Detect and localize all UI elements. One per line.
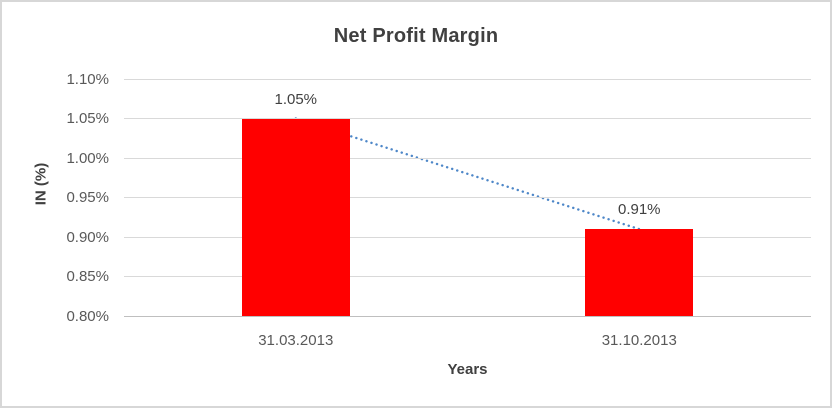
y-tick-label: 0.85%: [66, 268, 109, 285]
y-tick-label: 0.90%: [66, 228, 109, 246]
y-tick-label: 0.95%: [66, 189, 109, 206]
y-tick-label: 1.05%: [66, 110, 109, 127]
y-tick-label: 0.80%: [66, 307, 109, 325]
x-category-label: 31.03.2013: [258, 332, 334, 349]
y-gridline: [124, 236, 811, 238]
x-category-label: 31.10.2013: [601, 332, 677, 349]
chart-title: Net Profit Margin: [333, 25, 499, 47]
bar-value-label: 0.91%: [617, 201, 661, 219]
y-gridline: [124, 197, 811, 198]
y-tick-label: 1.00%: [66, 149, 109, 167]
y-gridline: [124, 78, 811, 80]
bar-value-label: 1.05%: [274, 90, 318, 108]
y-gridline: [124, 276, 811, 277]
bar-31.10.2013: [585, 229, 694, 316]
bar-31.03.2013: [241, 118, 350, 316]
y-tick-label: 1.10%: [66, 70, 109, 88]
y-gridline: [124, 157, 811, 159]
y-gridline: [124, 118, 811, 119]
x-axis-line: [124, 315, 811, 317]
x-axis-title: Years: [447, 361, 488, 378]
